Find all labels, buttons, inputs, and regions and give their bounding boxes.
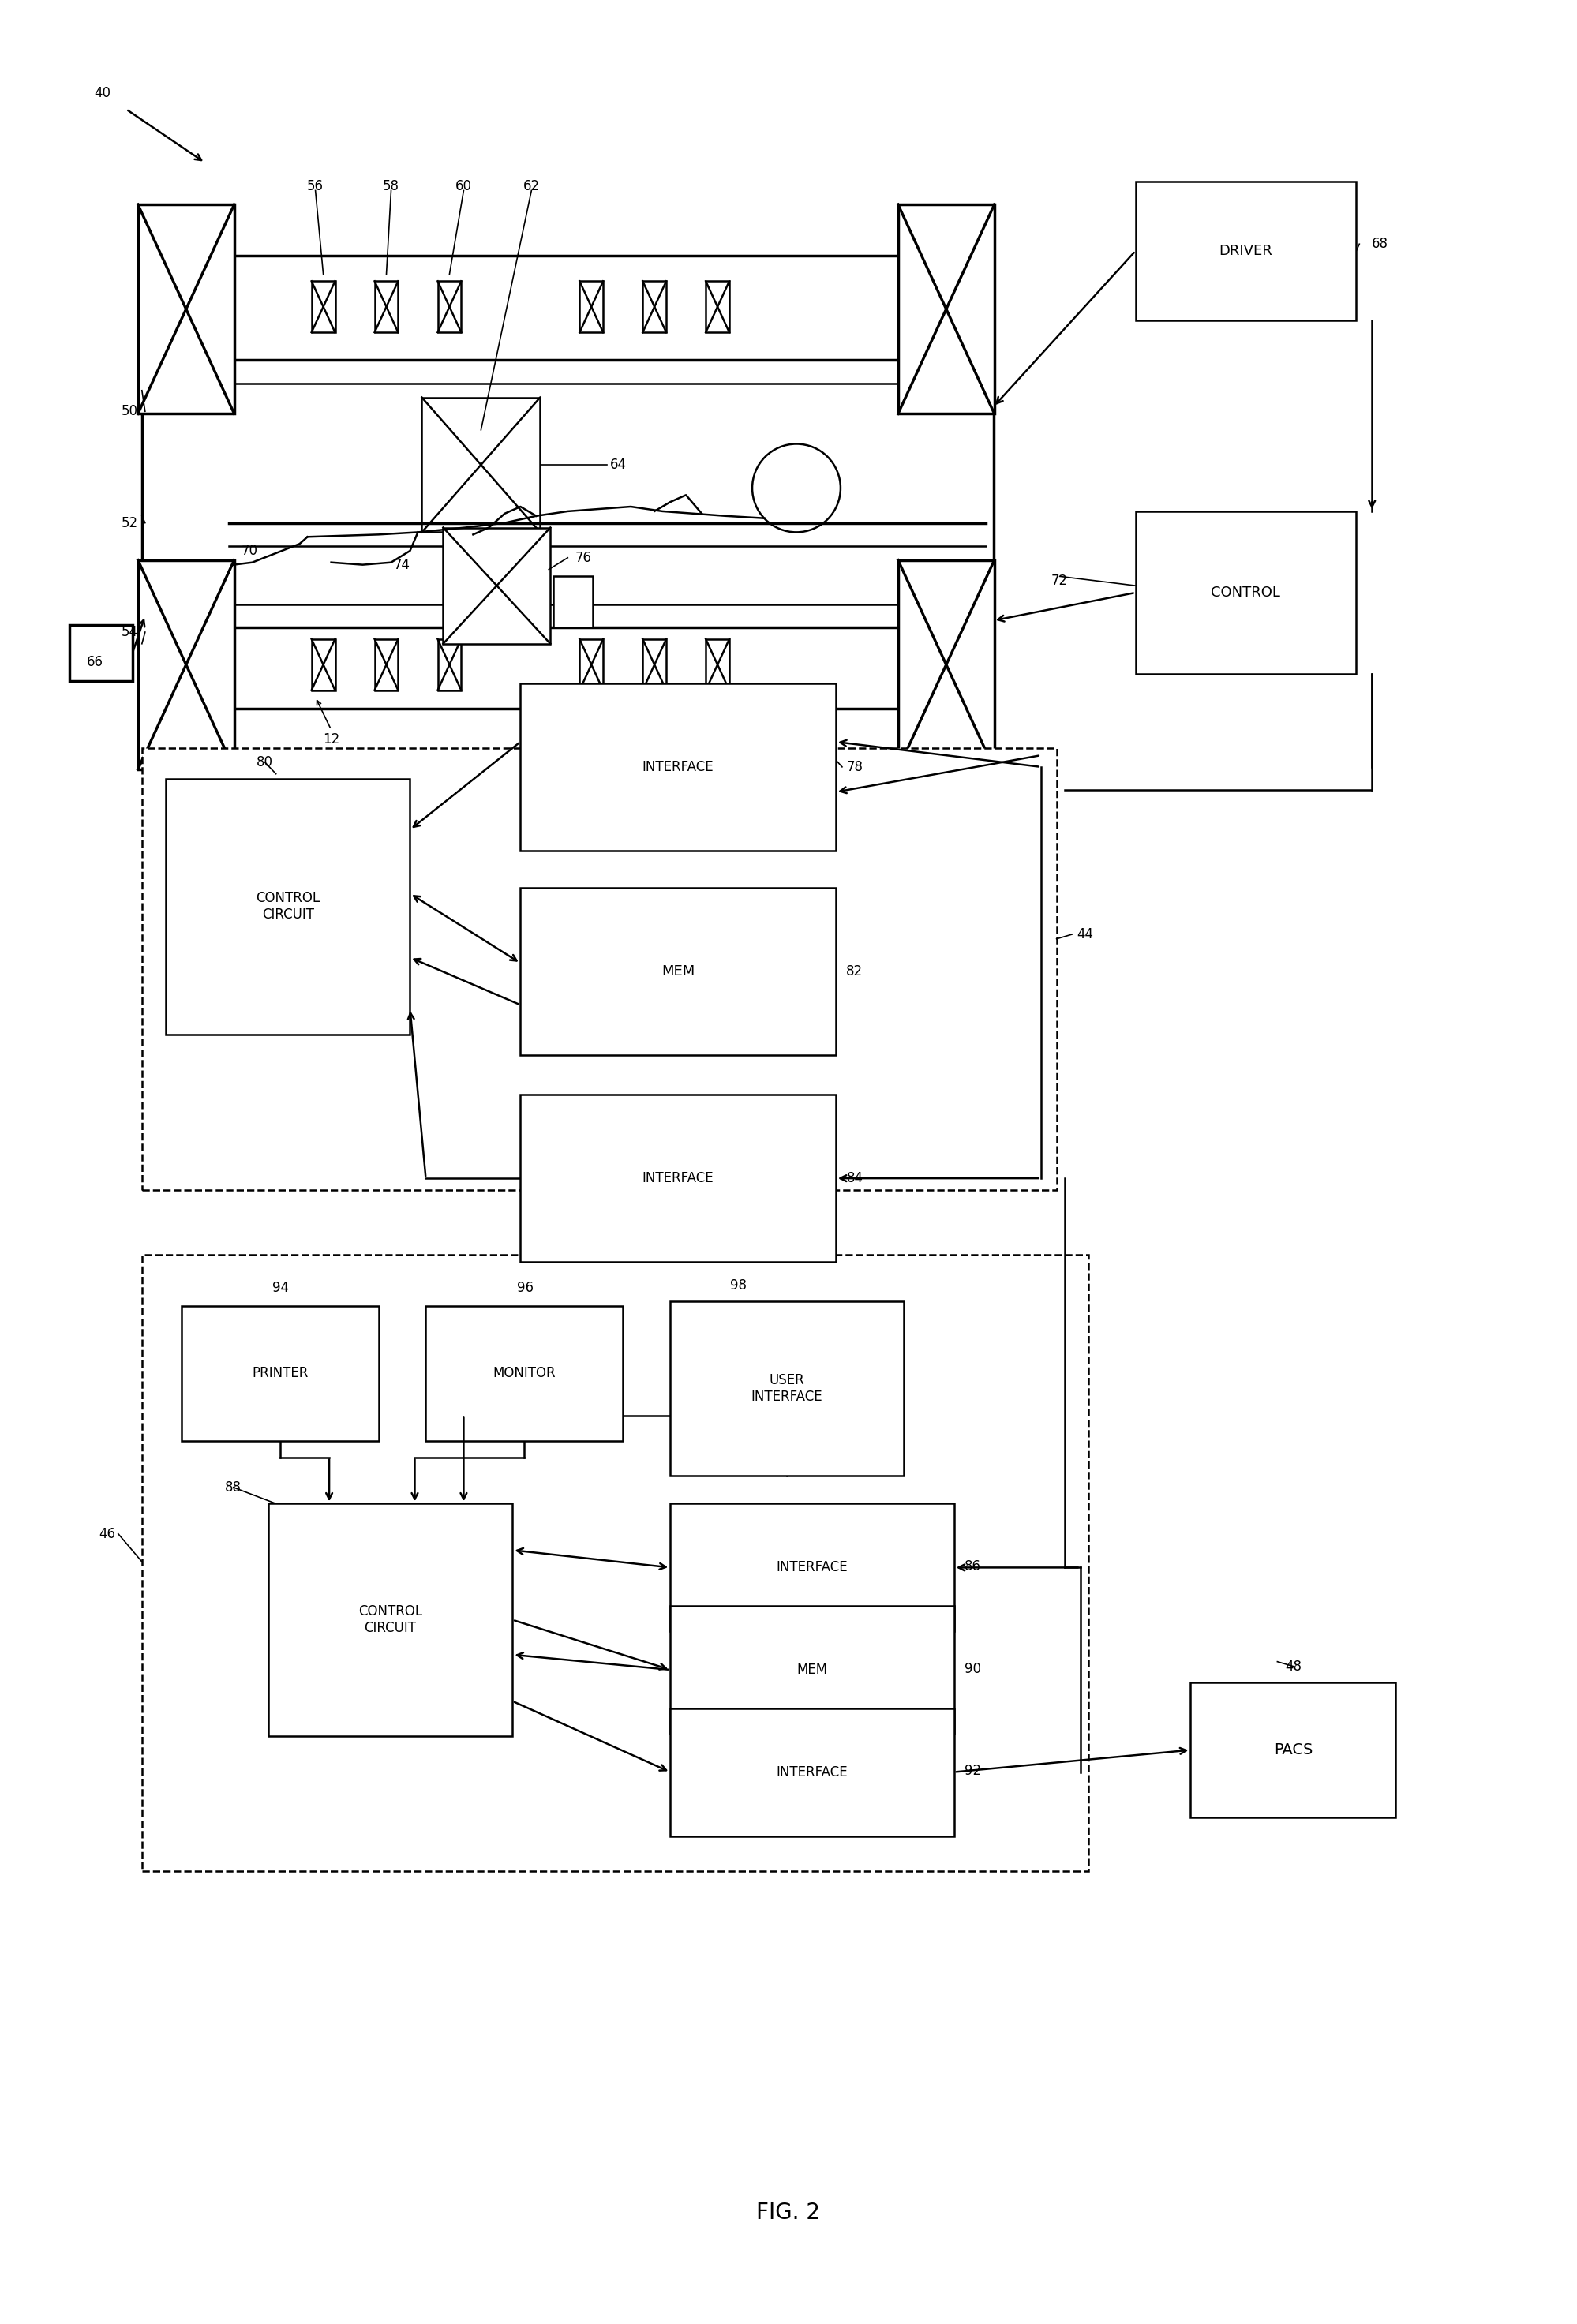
Text: 94: 94 <box>273 1281 289 1294</box>
Bar <box>375 639 397 690</box>
Text: 48: 48 <box>1285 1659 1301 1673</box>
Text: 84: 84 <box>847 1171 863 1185</box>
Text: 92: 92 <box>965 1764 981 1778</box>
Text: 70: 70 <box>241 544 257 558</box>
Bar <box>137 560 235 769</box>
Bar <box>520 1095 836 1262</box>
Bar <box>438 281 460 332</box>
Text: 12: 12 <box>323 732 339 746</box>
Bar <box>897 560 995 769</box>
Text: 60: 60 <box>456 179 472 193</box>
Text: USER
INTERFACE: USER INTERFACE <box>751 1373 823 1404</box>
Bar <box>423 397 539 532</box>
Bar <box>520 683 836 851</box>
Bar <box>426 1306 623 1441</box>
Bar <box>1191 1683 1396 1817</box>
Bar <box>69 625 132 681</box>
Bar <box>643 281 665 332</box>
Text: 98: 98 <box>730 1278 746 1292</box>
Text: PRINTER: PRINTER <box>252 1367 308 1380</box>
Text: MONITOR: MONITOR <box>494 1367 555 1380</box>
Bar <box>580 639 602 690</box>
Text: 78: 78 <box>847 760 863 774</box>
Text: CONTROL
CIRCUIT: CONTROL CIRCUIT <box>255 890 320 923</box>
Text: 88: 88 <box>226 1480 241 1494</box>
Text: MEM: MEM <box>796 1662 828 1678</box>
Text: PACS: PACS <box>1274 1743 1312 1757</box>
Bar <box>706 639 729 690</box>
Text: 56: 56 <box>308 179 323 193</box>
Text: INTERFACE: INTERFACE <box>776 1559 848 1576</box>
Bar <box>897 205 995 414</box>
Bar <box>670 1606 954 1734</box>
Text: 54: 54 <box>121 625 137 639</box>
Bar <box>670 1504 954 1631</box>
Text: 82: 82 <box>847 964 863 978</box>
Text: CONTROL: CONTROL <box>1211 586 1281 600</box>
Text: 40: 40 <box>95 86 110 100</box>
Text: 80: 80 <box>257 755 273 769</box>
Text: 66: 66 <box>87 655 103 669</box>
Text: INTERFACE: INTERFACE <box>776 1764 848 1780</box>
Bar <box>137 205 235 414</box>
Text: 50: 50 <box>121 404 137 418</box>
Bar <box>443 528 550 644</box>
Bar <box>1135 511 1356 674</box>
Text: FIG. 2: FIG. 2 <box>757 2201 820 2224</box>
Text: 64: 64 <box>610 458 626 472</box>
Bar <box>643 639 665 690</box>
Bar <box>438 639 460 690</box>
Bar <box>520 888 836 1055</box>
Bar <box>554 576 593 627</box>
Text: 68: 68 <box>1372 237 1388 251</box>
Text: 72: 72 <box>1052 574 1068 588</box>
Text: INTERFACE: INTERFACE <box>642 1171 714 1185</box>
Bar <box>142 748 1057 1190</box>
Text: MEM: MEM <box>661 964 695 978</box>
Text: 46: 46 <box>99 1527 115 1541</box>
Bar <box>1135 181 1356 321</box>
Bar <box>142 256 994 709</box>
Bar <box>670 1301 904 1476</box>
Text: 44: 44 <box>1077 927 1093 941</box>
Text: DRIVER: DRIVER <box>1219 244 1273 258</box>
Text: 74: 74 <box>394 558 410 572</box>
Bar <box>580 281 602 332</box>
Bar <box>166 779 410 1034</box>
Bar <box>706 281 729 332</box>
Bar <box>312 639 334 690</box>
Bar <box>142 1255 1088 1871</box>
Text: 58: 58 <box>383 179 399 193</box>
Text: 76: 76 <box>576 551 591 565</box>
Text: CONTROL
CIRCUIT: CONTROL CIRCUIT <box>358 1604 423 1636</box>
Text: 62: 62 <box>524 179 539 193</box>
Bar <box>375 281 397 332</box>
Bar <box>268 1504 513 1736</box>
Text: 86: 86 <box>965 1559 981 1573</box>
Bar <box>670 1708 954 1836</box>
Text: INTERFACE: INTERFACE <box>642 760 714 774</box>
Bar <box>181 1306 378 1441</box>
Text: 90: 90 <box>965 1662 981 1676</box>
Text: 52: 52 <box>121 516 137 530</box>
Bar <box>312 281 334 332</box>
Text: 96: 96 <box>517 1281 533 1294</box>
